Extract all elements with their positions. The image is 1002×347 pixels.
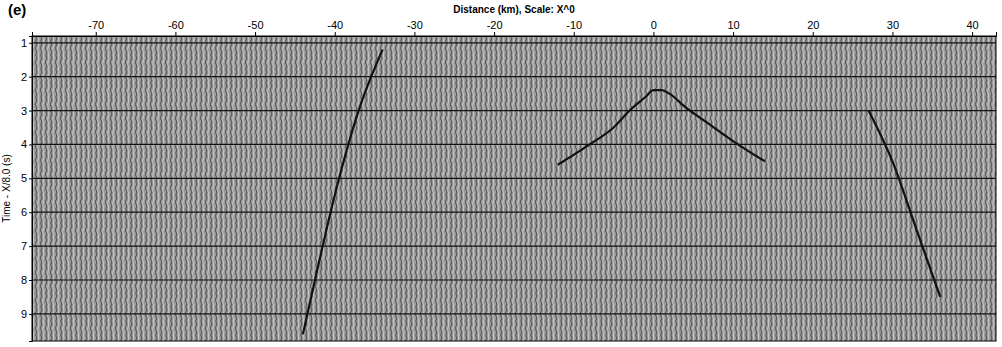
x-tick-label: 30 bbox=[887, 19, 899, 31]
x-tick-mark bbox=[175, 32, 176, 36]
y-tick-label: 8 bbox=[21, 274, 27, 286]
x-tick-label: -30 bbox=[407, 19, 423, 31]
x-tick: -10 bbox=[566, 19, 582, 36]
x-tick-mark bbox=[972, 32, 973, 36]
grid bbox=[32, 43, 996, 314]
y-tick-label: 9 bbox=[21, 308, 27, 320]
x-tick-mark bbox=[494, 32, 495, 36]
y-tick-label: 3 bbox=[21, 105, 27, 117]
x-tick-label: -40 bbox=[327, 19, 343, 31]
x-tick: 30 bbox=[887, 19, 899, 36]
x-tick-label: -60 bbox=[168, 19, 184, 31]
y-tick-mark bbox=[29, 77, 32, 78]
y-tick-label: 4 bbox=[21, 138, 27, 150]
x-tick: 0 bbox=[651, 19, 657, 36]
x-tick-mark bbox=[574, 32, 575, 36]
x-tick-label: 0 bbox=[651, 19, 657, 31]
y-tick-mark bbox=[29, 43, 32, 44]
grid-line bbox=[32, 42, 996, 43]
x-tick-label: -20 bbox=[487, 19, 503, 31]
grid-line bbox=[32, 110, 996, 111]
x-tick-label: -70 bbox=[88, 19, 104, 31]
x-tick: -30 bbox=[407, 19, 423, 36]
y-tick-mark bbox=[29, 246, 32, 247]
y-tick: 5 bbox=[21, 172, 32, 184]
x-tick-label: 10 bbox=[727, 19, 739, 31]
x-tick-mark bbox=[813, 32, 814, 36]
y-tick-mark bbox=[29, 178, 32, 179]
x-tick: -20 bbox=[487, 19, 503, 36]
grid-line bbox=[32, 212, 996, 213]
grid-line bbox=[32, 279, 996, 280]
x-tick-mark bbox=[414, 32, 415, 36]
x-tick-mark bbox=[733, 32, 734, 36]
y-tick: 4 bbox=[21, 138, 32, 150]
trace-background bbox=[32, 36, 996, 341]
y-tick: 7 bbox=[21, 240, 32, 252]
grid-line bbox=[32, 76, 996, 77]
y-tick-mark bbox=[29, 144, 32, 145]
y-tick: 9 bbox=[21, 308, 32, 320]
grid-line bbox=[32, 313, 996, 314]
x-axis-line bbox=[33, 32, 997, 37]
x-tick-mark bbox=[335, 32, 336, 36]
plot-area bbox=[303, 50, 940, 335]
y-tick: 2 bbox=[21, 71, 32, 83]
x-tick-mark bbox=[892, 32, 893, 36]
y-tick: 1 bbox=[21, 37, 32, 49]
grid-line bbox=[32, 246, 996, 247]
arrival-line bbox=[558, 90, 765, 165]
y-axis-title: Time - X/8.0 (s) bbox=[1, 154, 12, 223]
x-tick: -40 bbox=[327, 19, 343, 36]
x-axis-title: Distance (km), Scale: X^0 bbox=[453, 4, 575, 15]
x-axis: -70 -60 -50 -40 -30 -20 -10 0 10 20 30 40 bbox=[33, 19, 997, 37]
y-tick-label: 5 bbox=[21, 172, 27, 184]
y-tick: 6 bbox=[21, 206, 32, 218]
x-tick-mark bbox=[255, 32, 256, 36]
y-tick-mark bbox=[29, 111, 32, 112]
y-tick-label: 2 bbox=[21, 71, 27, 83]
x-tick: 20 bbox=[807, 19, 819, 36]
x-tick-label: -50 bbox=[248, 19, 264, 31]
x-tick: 40 bbox=[966, 19, 978, 36]
x-tick: -50 bbox=[248, 19, 264, 36]
x-tick: 10 bbox=[727, 19, 739, 36]
x-tick-label: 40 bbox=[966, 19, 978, 31]
y-tick-label: 1 bbox=[21, 37, 27, 49]
y-axis-line bbox=[29, 37, 33, 342]
y-tick-mark bbox=[29, 212, 32, 213]
y-axis: 1 2 3 4 5 6 7 8 9 bbox=[21, 37, 33, 342]
y-tick: 8 bbox=[21, 274, 32, 286]
y-tick-mark bbox=[29, 314, 32, 315]
x-tick: -60 bbox=[168, 19, 184, 36]
plot-frame bbox=[32, 36, 996, 341]
y-tick: 3 bbox=[21, 105, 32, 117]
x-tick-label: -10 bbox=[566, 19, 582, 31]
grid-line bbox=[32, 144, 996, 145]
arrival-line bbox=[869, 111, 941, 297]
x-tick: -70 bbox=[88, 19, 104, 36]
y-tick-label: 6 bbox=[21, 206, 27, 218]
arrival-line bbox=[303, 50, 383, 335]
y-tick-mark bbox=[29, 280, 32, 281]
x-tick-label: 20 bbox=[807, 19, 819, 31]
panel-title: (e) bbox=[8, 1, 26, 18]
x-tick-mark bbox=[96, 32, 97, 36]
x-tick-mark bbox=[653, 32, 654, 36]
y-tick-label: 7 bbox=[21, 240, 27, 252]
grid-line bbox=[32, 178, 996, 179]
chart: -70 -60 -50 -40 -30 -20 -10 0 10 20 30 40 1 2 3 4 5 6 7 8 9 (… bbox=[0, 0, 1002, 347]
